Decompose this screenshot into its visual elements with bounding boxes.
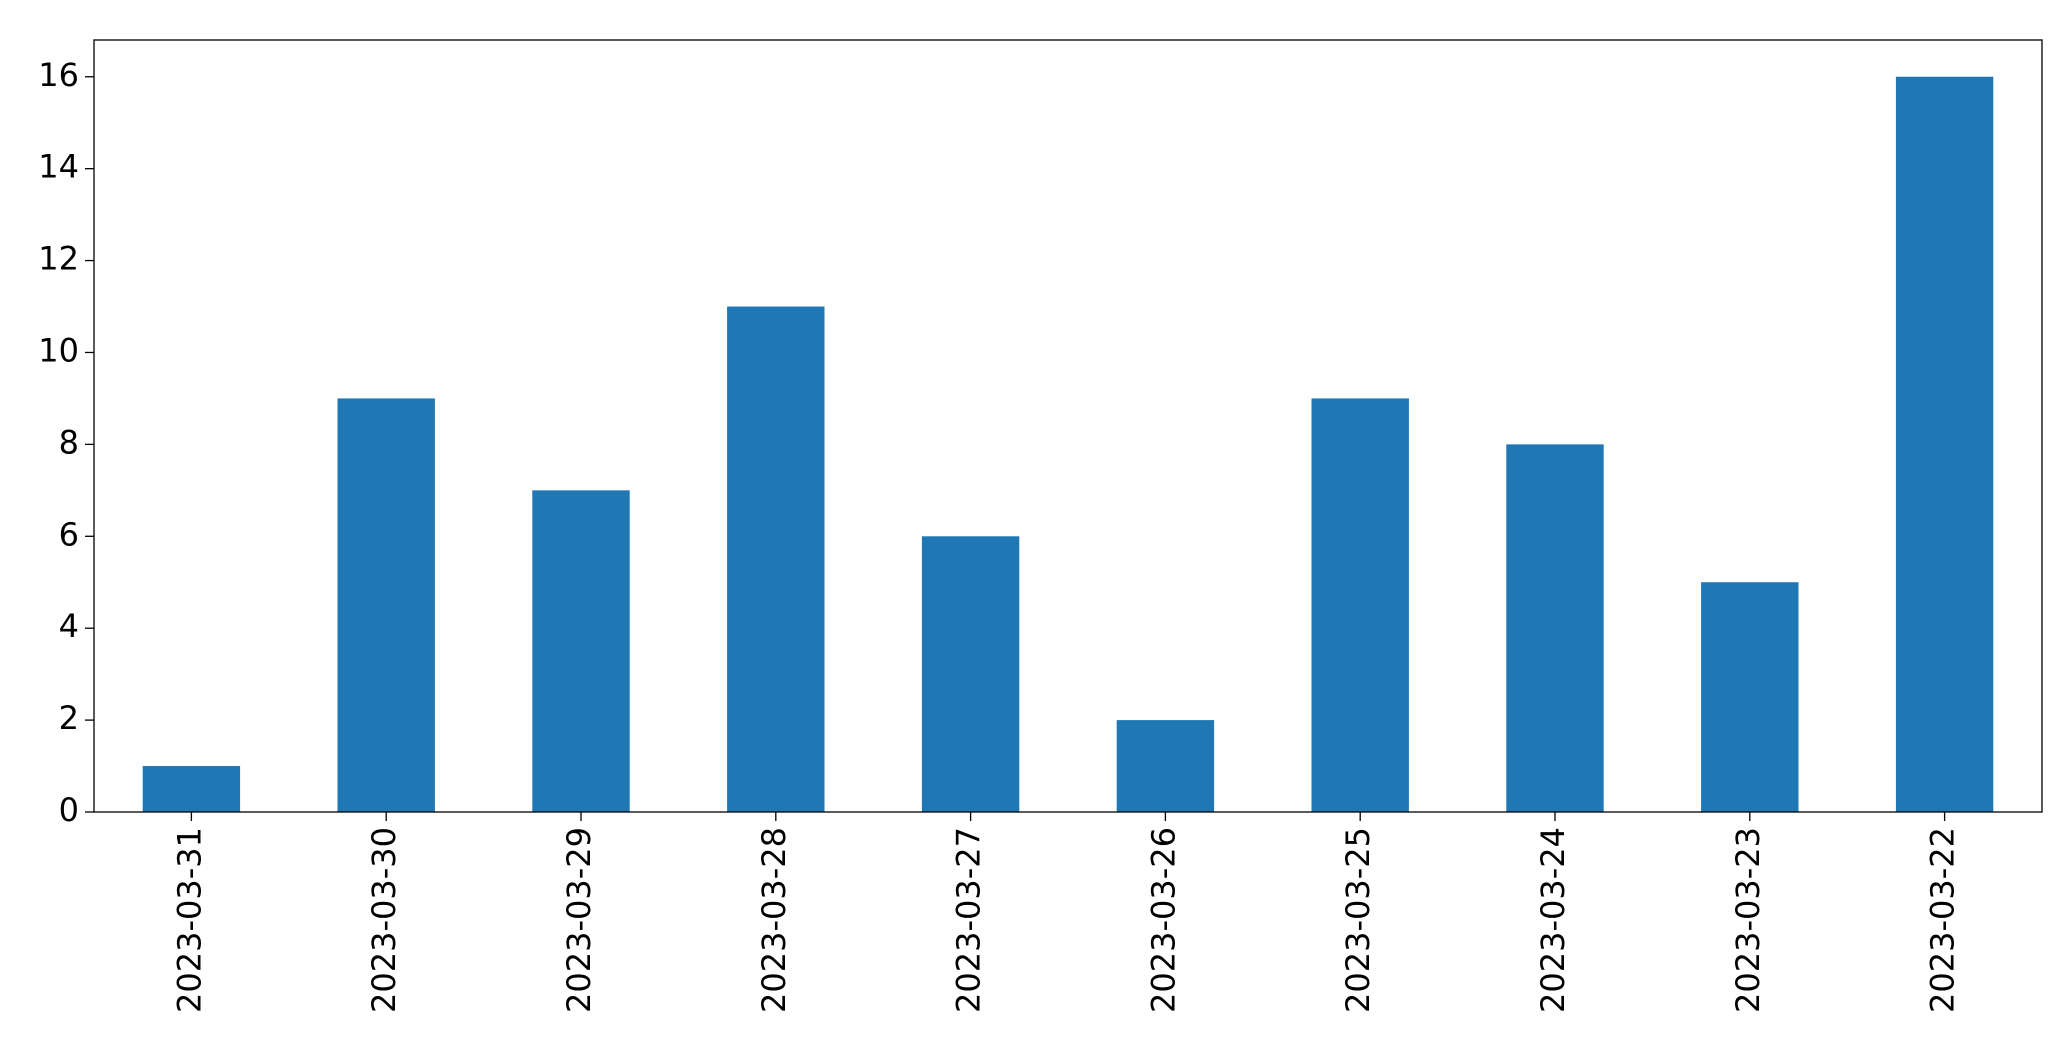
- y-tick-label: 12: [38, 240, 79, 278]
- bar: [337, 398, 435, 812]
- x-tick-label: 2023-03-31: [170, 827, 208, 1013]
- x-tick-label: 2023-03-26: [1144, 827, 1182, 1013]
- y-tick-label: 2: [59, 699, 79, 737]
- x-tick-label: 2023-03-30: [365, 827, 403, 1013]
- x-tick-label: 2023-03-28: [755, 827, 793, 1013]
- x-tick-label: 2023-03-24: [1534, 827, 1572, 1013]
- y-tick-label: 10: [38, 331, 79, 369]
- bar: [1311, 398, 1409, 812]
- bar: [921, 536, 1020, 812]
- x-tick-label: 2023-03-22: [1924, 827, 1962, 1013]
- bar: [1701, 582, 1799, 812]
- bar: [1116, 720, 1215, 812]
- axes-frame: [93, 39, 2043, 813]
- bar: [1895, 76, 1994, 812]
- y-tick-label: 6: [59, 515, 79, 553]
- bar: [1506, 444, 1604, 812]
- bar: [532, 490, 630, 812]
- x-tick-label: 2023-03-23: [1729, 827, 1767, 1013]
- x-tick-label: 2023-03-25: [1339, 827, 1377, 1013]
- y-tick-label: 0: [59, 791, 79, 829]
- y-tick-label: 16: [38, 56, 79, 94]
- y-tick-label: 8: [59, 423, 79, 461]
- y-tick-label: 4: [59, 607, 79, 645]
- x-tick-label: 2023-03-27: [950, 827, 988, 1013]
- x-tick-label: 2023-03-29: [560, 827, 598, 1013]
- y-tick-label: 14: [38, 148, 79, 186]
- bar: [142, 766, 241, 812]
- bar: [727, 306, 825, 812]
